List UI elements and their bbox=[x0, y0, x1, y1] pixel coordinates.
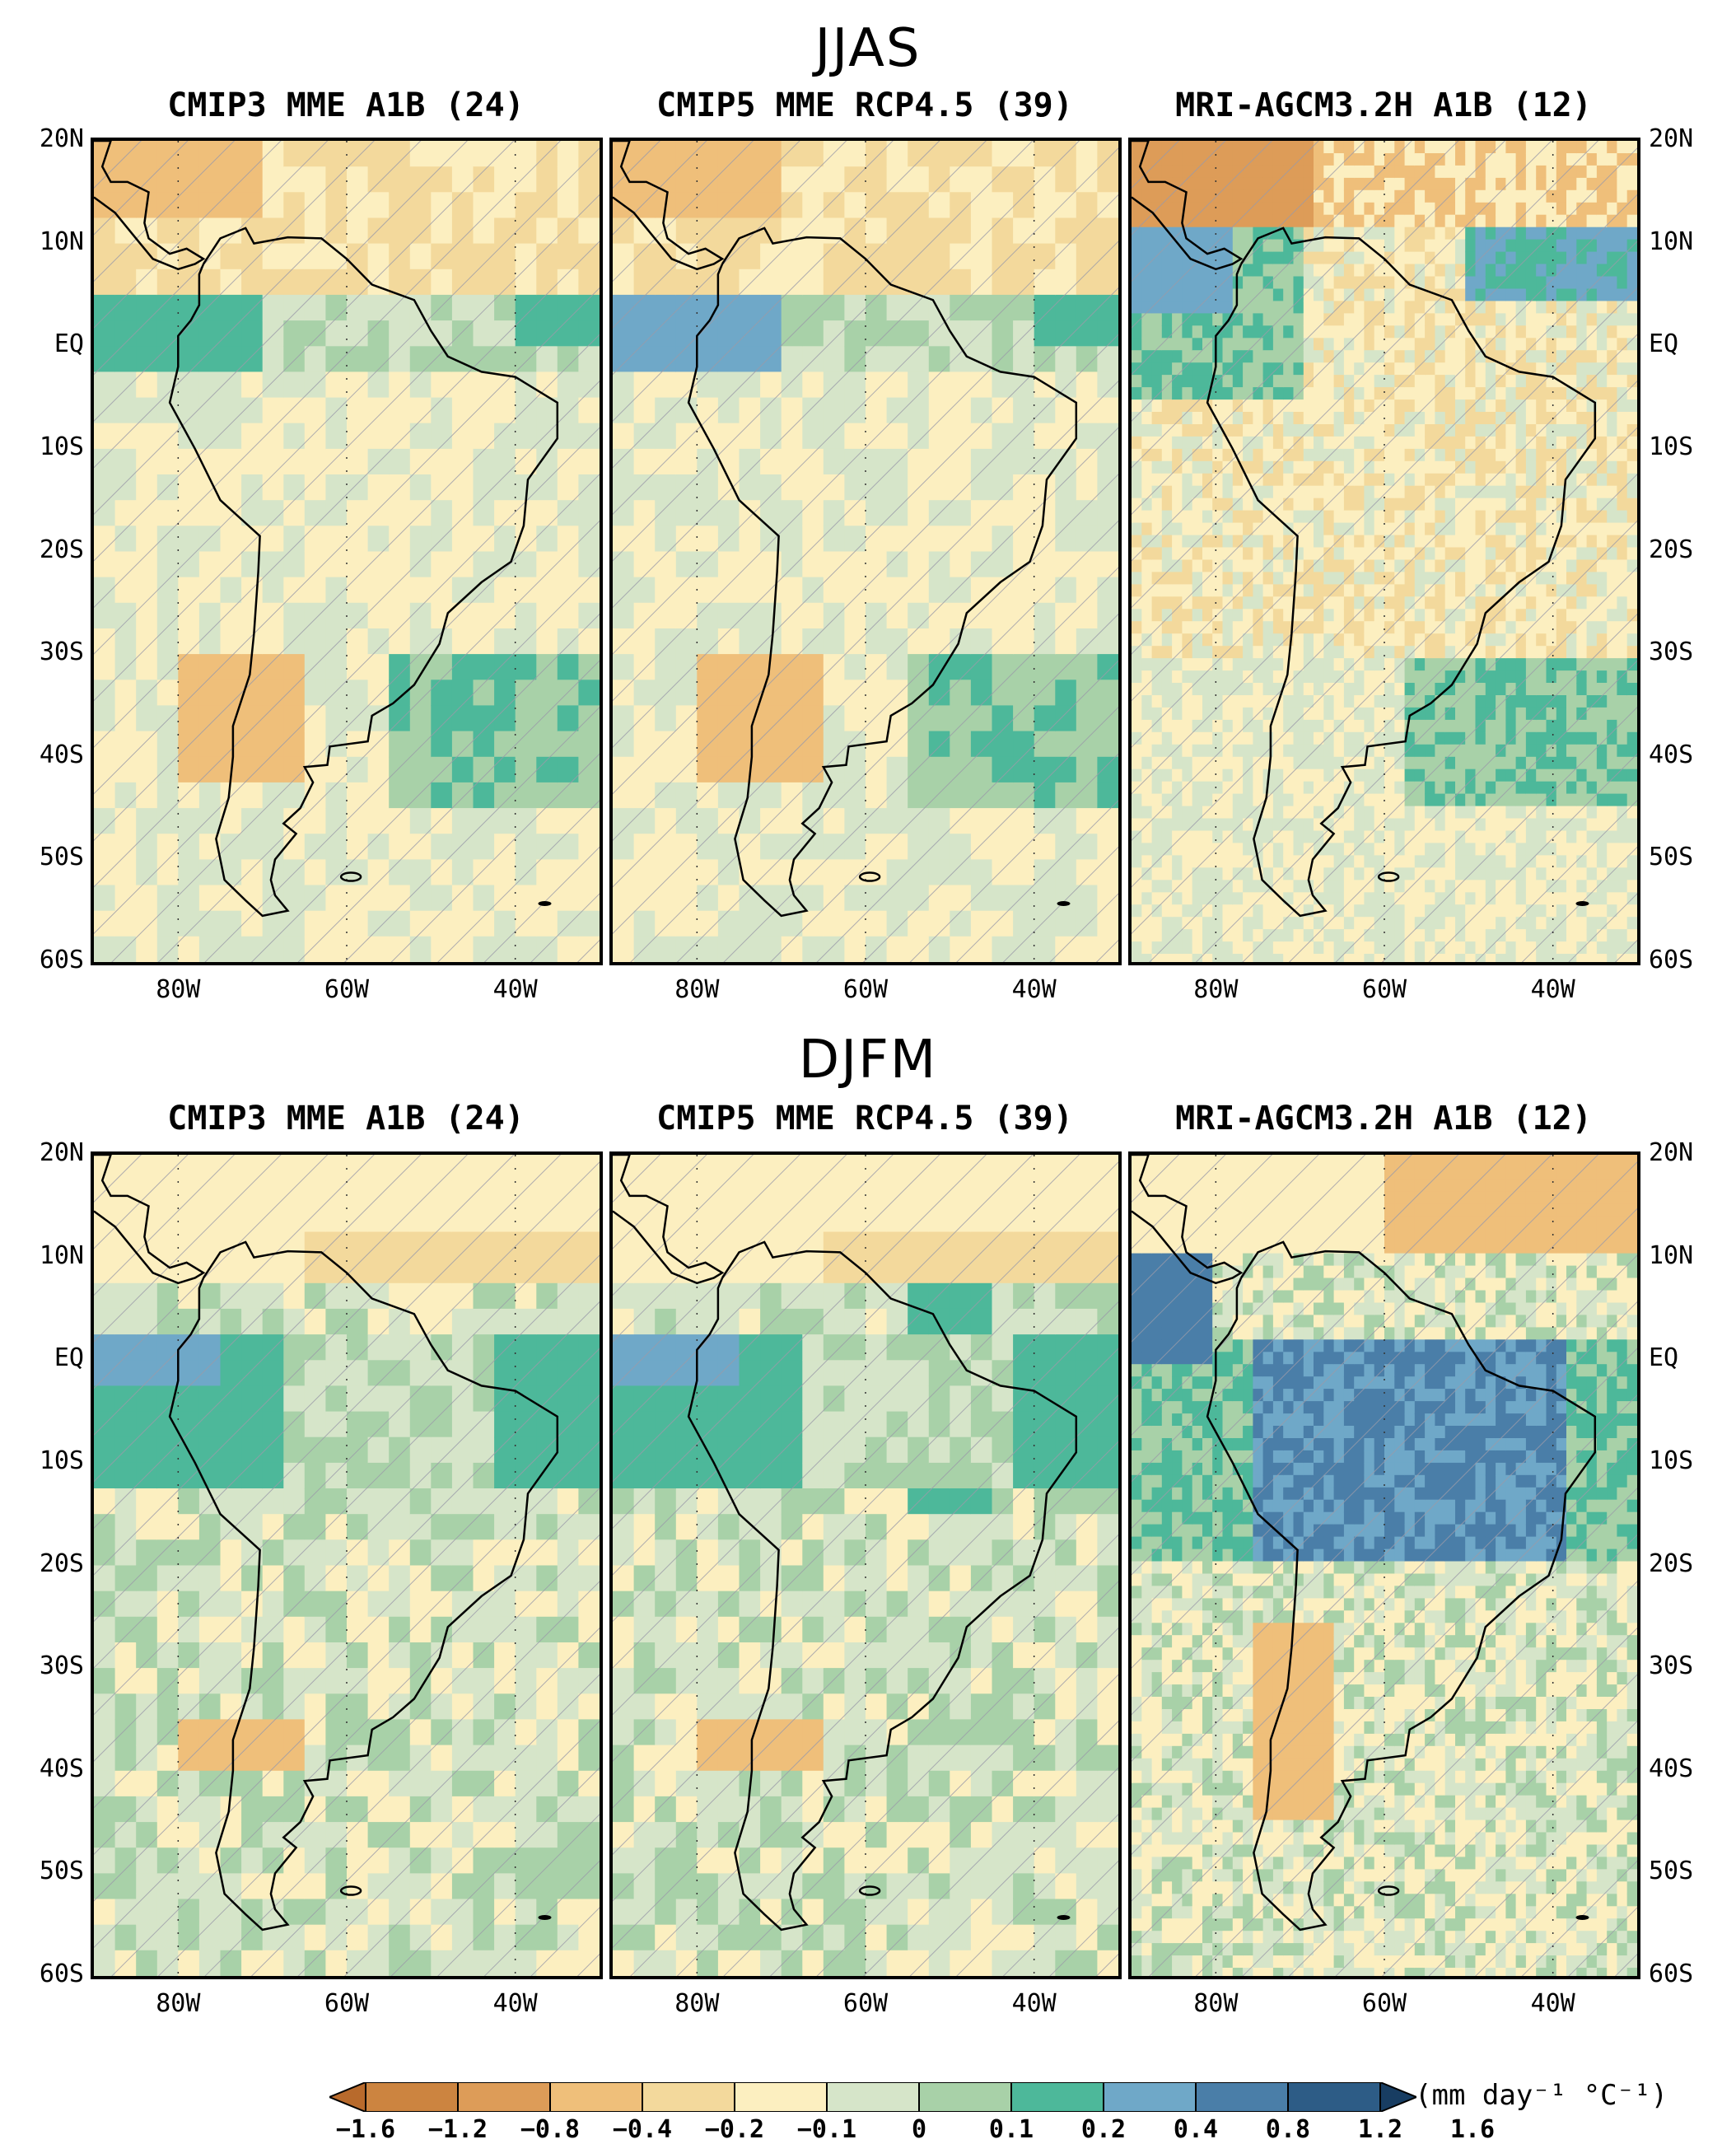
south-georgia-island bbox=[538, 901, 551, 906]
panel-title-cmip5-djfm: CMIP5 MME RCP4.5 (39) bbox=[609, 1100, 1120, 1137]
map-panel-mri-jjas bbox=[1128, 138, 1640, 965]
south-georgia-island bbox=[1575, 901, 1589, 906]
precip-change-map bbox=[1132, 141, 1637, 962]
season-title-jjas: JJAS bbox=[0, 18, 1736, 79]
panel-title-mri-djfm: MRI-AGCM3.2H A1B (12) bbox=[1128, 1100, 1639, 1137]
significance-hatching bbox=[94, 141, 600, 962]
map-panel-cmip5-jjas bbox=[609, 138, 1122, 965]
panel-title-cmip3-jjas: CMIP3 MME A1B (24) bbox=[91, 86, 601, 124]
precip-change-map bbox=[94, 1155, 600, 1976]
panel-title-mri-jjas: MRI-AGCM3.2H A1B (12) bbox=[1128, 86, 1639, 124]
map-panel-cmip3-jjas bbox=[91, 138, 603, 965]
precip-change-map bbox=[613, 141, 1118, 962]
significance-hatching bbox=[1132, 141, 1637, 962]
south-georgia-island bbox=[1057, 901, 1070, 906]
precip-change-map bbox=[94, 141, 600, 962]
significance-hatching bbox=[613, 141, 1118, 962]
season-title-djfm: DJFM bbox=[0, 1030, 1736, 1091]
panel-title-cmip3-djfm: CMIP3 MME A1B (24) bbox=[91, 1100, 601, 1137]
map-panel-cmip3-djfm bbox=[91, 1151, 603, 1979]
panel-title-cmip5-jjas: CMIP5 MME RCP4.5 (39) bbox=[609, 86, 1120, 124]
